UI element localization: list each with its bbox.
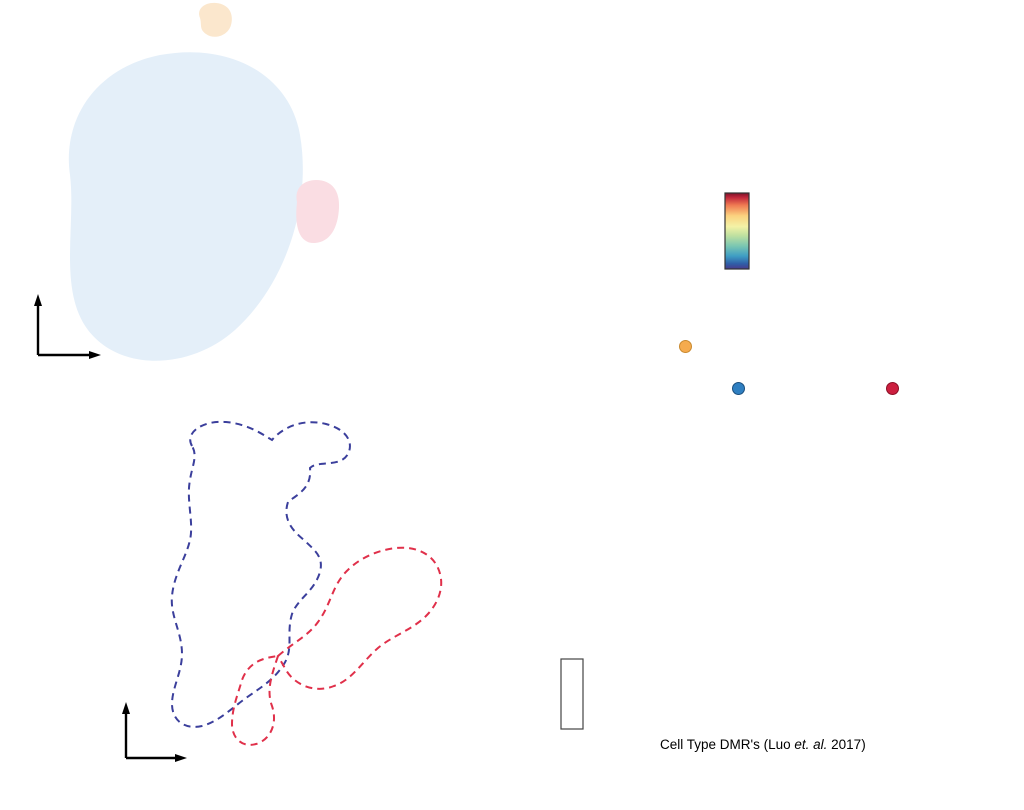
panel-c-heatmap-dendrogram [684,0,1024,332]
excitatory-outline [230,546,443,746]
panel-e-xlabel: Cell Type DMR's (Luo et. al. 2017) [660,737,866,752]
panel-c-annot-gm-cluster [732,382,748,397]
panel-d [86,408,516,810]
gm12878-dot-icon [732,382,745,395]
hek293-dot-icon [679,340,692,353]
panel-c-annot-hek293 [679,340,695,355]
panel-d-tsne-plot [122,420,443,762]
panel-c-annot-pf-cluster [886,382,902,397]
panel-e-colorbar [560,658,584,730]
cluster3-hull [199,2,232,37]
panel-d-x-arrow [175,754,187,762]
panel-d-group-outlines [170,420,443,746]
panel-d-axes [124,708,181,760]
panel-a-tsne-plot [34,2,340,361]
cluster1-hull [68,52,303,361]
primary-fibro-dot-icon [886,382,899,395]
inhibitory-outline [170,420,351,728]
panel-a [0,0,380,400]
panel-c [679,0,1024,400]
panel-e: Cell Type DMR's (Luo et. al. 2017) [510,420,1024,810]
panel-a-axes [36,300,95,357]
panel-a-x-arrow [89,351,101,359]
panel-b [378,0,684,400]
panel-c-colorbar [724,192,750,270]
panel-d-y-arrow [122,702,130,714]
panel-a-y-arrow [34,294,42,306]
cluster2-hull [296,180,340,244]
